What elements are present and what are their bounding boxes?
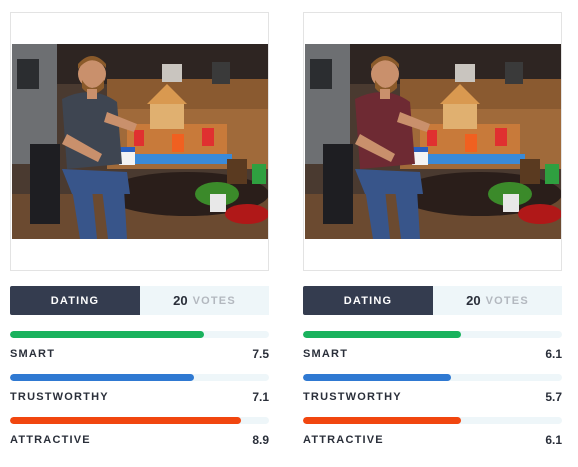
score-bar-track: [303, 417, 562, 424]
score-bar-track: [303, 374, 562, 381]
metric-label: SMART: [10, 348, 56, 360]
dating-tab[interactable]: DATING: [10, 286, 140, 315]
category-tabbar: DATING 20 VOTES: [10, 286, 269, 315]
votes-label: VOTES: [192, 294, 236, 307]
votes-tab[interactable]: 20 VOTES: [140, 286, 269, 315]
score-bar-fill: [10, 331, 205, 338]
profile-photo: [305, 44, 561, 239]
photo-frame: [303, 12, 562, 271]
votes-count: 20: [173, 293, 188, 308]
metric-score: 6.1: [545, 433, 562, 447]
score-bar-fill: [10, 374, 194, 381]
metric-attractive: ATTRACTIVE 8.9: [10, 417, 269, 447]
metric-score: 6.1: [545, 347, 562, 361]
metric-smart: SMART 6.1: [303, 331, 562, 361]
votes-tab[interactable]: 20 VOTES: [433, 286, 562, 315]
score-bar-track: [10, 331, 269, 338]
profile-card-a: DATING 20 VOTES SMART 7.5 TRUSTWORTHY 7.…: [10, 12, 269, 447]
metric-trustworthy: TRUSTWORTHY 7.1: [10, 374, 269, 404]
metric-label: ATTRACTIVE: [10, 434, 91, 446]
metric-score: 7.5: [252, 347, 269, 361]
category-tabbar: DATING 20 VOTES: [303, 286, 562, 315]
dating-tab[interactable]: DATING: [303, 286, 433, 315]
metric-trustworthy: TRUSTWORTHY 5.7: [303, 374, 562, 404]
metric-label: ATTRACTIVE: [303, 434, 384, 446]
score-bar-fill: [10, 417, 241, 424]
metric-label: TRUSTWORTHY: [303, 391, 402, 403]
photo-frame: [10, 12, 269, 271]
metric-label: TRUSTWORTHY: [10, 391, 109, 403]
metric-attractive: ATTRACTIVE 6.1: [303, 417, 562, 447]
votes-label: VOTES: [485, 294, 529, 307]
score-bar-fill: [303, 417, 461, 424]
metric-label: SMART: [303, 348, 349, 360]
score-bar-track: [10, 417, 269, 424]
votes-count: 20: [466, 293, 481, 308]
metric-score: 5.7: [545, 390, 562, 404]
metric-score: 7.1: [252, 390, 269, 404]
score-bar-track: [303, 331, 562, 338]
score-bar-track: [10, 374, 269, 381]
metric-smart: SMART 7.5: [10, 331, 269, 361]
profile-card-b: DATING 20 VOTES SMART 6.1 TRUSTWORTHY 5.…: [303, 12, 562, 447]
score-bar-fill: [303, 331, 461, 338]
score-bar-fill: [303, 374, 451, 381]
metric-score: 8.9: [252, 433, 269, 447]
profile-photo: [12, 44, 268, 239]
